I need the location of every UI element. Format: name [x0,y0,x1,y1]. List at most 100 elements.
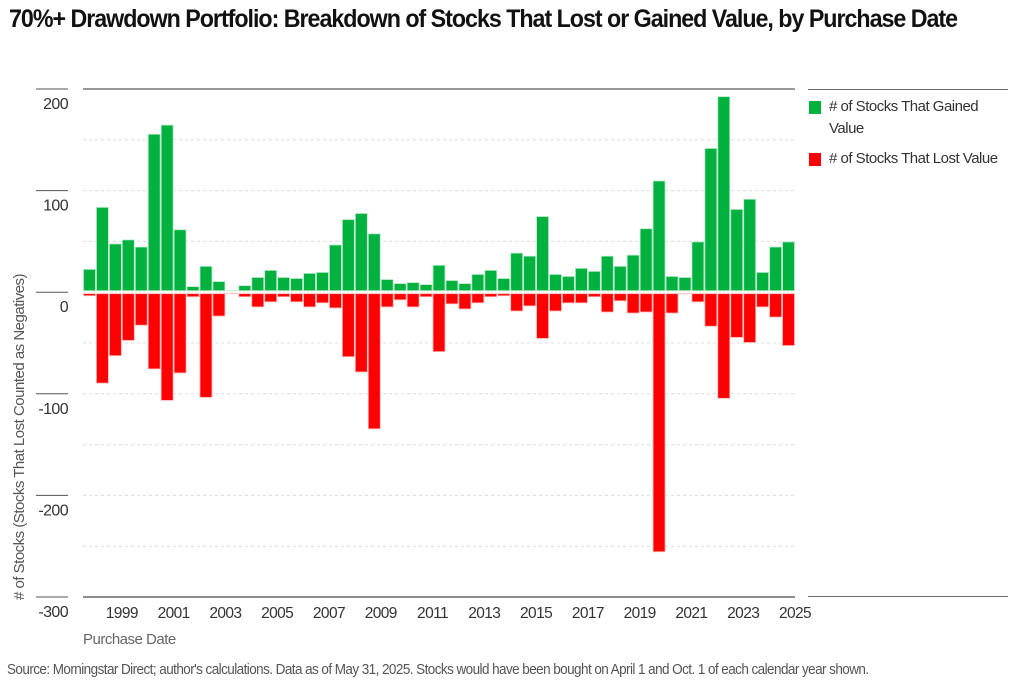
bar-lost [743,293,757,343]
bar-gained [238,285,252,292]
bar-lost [238,293,252,298]
bar-lost [587,293,601,298]
bar-gained [536,216,549,292]
bar-lost [549,293,562,312]
x-tick-label: 2025 [779,605,811,622]
bar-gained [562,276,575,292]
bar-gained [121,239,135,292]
bar-gained [147,133,161,292]
legend-item-gained: # of Stocks That Gained Value [808,96,1008,140]
bar-gained [432,264,446,292]
bar-lost [730,293,744,338]
bar-lost [83,293,96,297]
bar-lost [717,293,731,399]
bar-gained [316,272,329,292]
bar-lost [342,293,355,358]
bar-lost [186,293,200,298]
bar-gained [264,269,278,292]
x-tick-label: 2017 [572,605,604,622]
bar-lost [523,293,536,307]
bar-gained [83,268,96,292]
bar-gained [756,272,770,292]
legend: # of Stocks That Gained Value # of Stock… [808,89,1008,170]
bar-gained [743,198,757,292]
bar-gained [691,241,705,292]
y-tick-label: 100 [43,198,69,215]
bar-lost [536,293,549,339]
bar-gained [730,209,744,292]
bar-lost [445,293,459,305]
legend-swatch-lost [809,153,821,166]
y-tick-label: -200 [38,502,68,519]
bar-lost [251,293,265,308]
y-axis-label: # of Stocks (Stocks That Lost Counted as… [11,273,28,600]
bar-gained [367,233,381,292]
bar-gained [639,228,653,292]
bar-lost [264,293,278,303]
x-tick-label: 2013 [468,605,500,622]
bar-lost [419,293,433,298]
bar-lost [769,293,782,318]
bar-lost [393,293,407,301]
x-tick-label: 2003 [209,605,241,622]
x-tick-label: 2015 [520,605,552,622]
x-tick-label: 2005 [261,605,293,622]
bar-lost [756,293,770,308]
x-tick-label: 2011 [417,605,448,622]
source-note: Source: Morningstar Direct; author's cal… [7,662,869,678]
bar-gained [523,255,536,292]
bar-gained [96,206,109,292]
bar-lost [354,293,368,373]
legend-label-lost: # of Stocks That Lost Value [829,150,998,167]
x-tick-label: 2023 [727,605,759,622]
bar-gained [458,283,472,292]
bar-lost [277,293,291,298]
bar-lost [562,293,575,304]
bar-gained [380,279,394,292]
y-tick-label: 0 [60,299,69,316]
bar-gained [277,277,291,292]
bar-lost [782,293,795,346]
bar-lost [484,293,498,298]
bar-lost [121,293,135,341]
x-tick-label: 2001 [158,605,190,622]
bar-lost [458,293,472,310]
bar-lost [652,293,666,553]
bar-gained [782,241,795,292]
bar-lost [432,293,446,353]
bar-lost [303,293,316,308]
bar-lost [290,293,303,303]
bar-lost [510,293,524,312]
x-tick-label: 2007 [313,605,345,622]
bar-gained [445,280,459,292]
bar-gained [329,244,342,292]
bar-gained [769,246,782,292]
bar-gained [510,252,524,292]
bar-lost [134,293,148,326]
bar-gained [549,274,562,292]
bar-lost [665,293,679,314]
bar-gained [342,219,355,292]
bar-lost [173,293,187,374]
bar-lost [497,293,511,297]
x-tick-label: 2019 [624,605,656,622]
bar-lost [471,293,485,304]
y-tick-label: -100 [38,401,68,418]
y-tick-label: -300 [38,604,68,621]
bar-gained [471,274,485,292]
bar-gained [600,255,614,292]
bar-lost [329,293,342,309]
bar-lost [691,293,705,303]
bar-gained [665,276,679,292]
bar-lost [406,293,420,308]
legend-label-gained: # of Stocks That Gained Value [829,98,979,137]
bar-gained [173,229,187,292]
bar-gained [354,213,368,292]
bar-gained [290,278,303,292]
bar-lost [96,293,109,384]
bar-lost [212,293,226,317]
bar-gained [678,277,692,292]
bar-gained [160,124,174,292]
bar-gained [652,180,666,292]
bar-lost [147,293,161,370]
